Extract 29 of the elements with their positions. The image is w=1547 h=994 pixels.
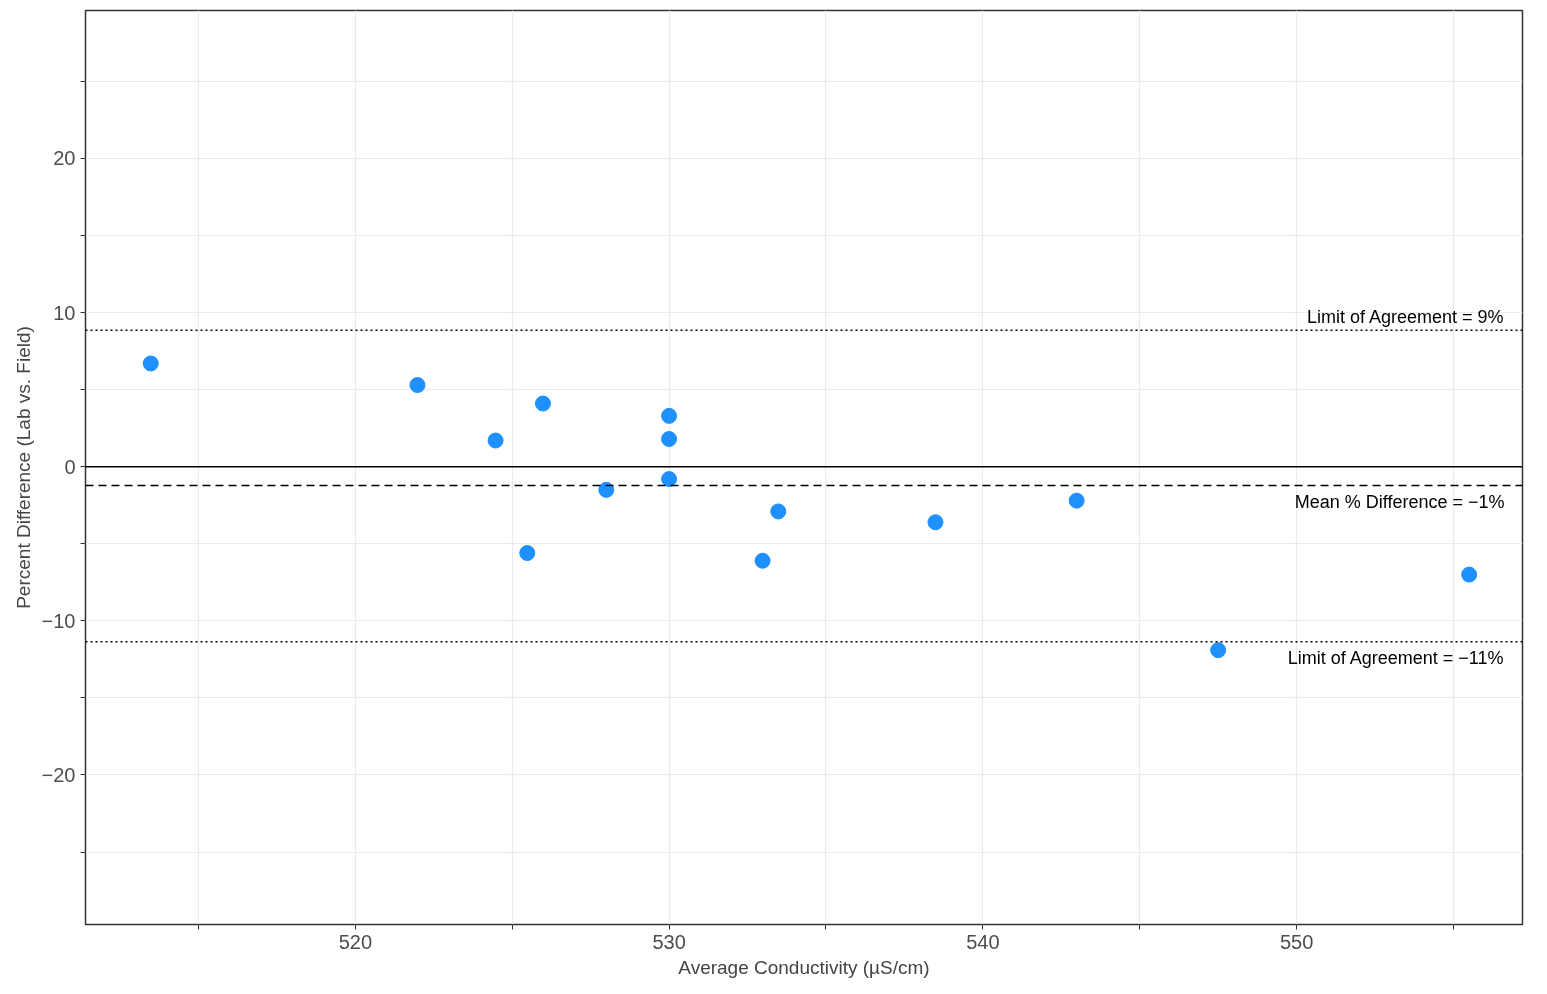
point [927, 514, 944, 531]
x-tick-label: 550 [1279, 930, 1314, 953]
x-tick-label: 520 [338, 930, 373, 953]
y-tick-label: 10 [53, 301, 76, 324]
point [142, 355, 159, 372]
point [534, 395, 551, 412]
y-axis-title: Percent Difference (Lab vs. Field) [12, 326, 34, 609]
y-tick-label: −20 [41, 763, 76, 786]
x-axis-title: Average Conductivity (µS/cm) [678, 956, 930, 978]
point [661, 471, 678, 488]
point [661, 407, 678, 424]
point [661, 431, 678, 447]
ref-line-label: Mean % Difference = −1% [1294, 491, 1505, 512]
x-tick-label: 540 [966, 930, 1000, 953]
y-tick-label: 0 [64, 455, 76, 478]
point [409, 377, 426, 394]
point [519, 545, 536, 562]
point [754, 552, 771, 569]
y-tick-label: −10 [41, 609, 76, 632]
point [1210, 642, 1227, 659]
point [770, 503, 787, 520]
x-tick-label: 530 [652, 930, 686, 953]
ref-line-label: Limit of Agreement = 9% [1306, 307, 1504, 328]
y-tick-label: 20 [53, 147, 76, 170]
point [487, 432, 504, 449]
ref-line-label: Limit of Agreement = −11% [1287, 647, 1504, 668]
point [1068, 492, 1085, 509]
point [598, 481, 615, 498]
point [1461, 566, 1478, 583]
